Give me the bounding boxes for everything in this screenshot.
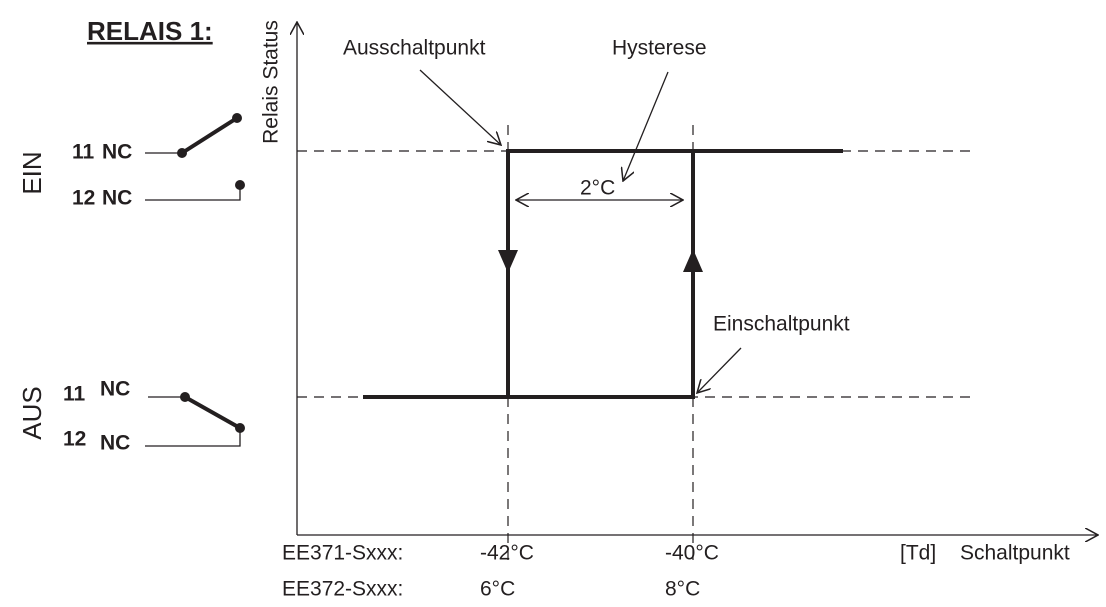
contact-type: NC — [102, 187, 132, 210]
switch-open — [145, 392, 245, 447]
contact-number: 12 — [72, 187, 95, 210]
annotation: Ausschaltpunkt — [343, 37, 486, 60]
annotation: Hysterese — [612, 37, 707, 60]
model-name: EE372-Sxxx: — [282, 578, 403, 601]
model-name: EE371-Sxxx: — [282, 542, 403, 565]
contact-type: NC — [100, 378, 130, 401]
contact-number: 12 — [63, 428, 86, 451]
hysteresis-loop — [363, 149, 843, 399]
x-axis-unit: [Td] — [900, 542, 936, 565]
switch-closed — [145, 113, 245, 201]
x-axis-label: Schaltpunkt — [960, 542, 1070, 565]
contact-type: NC — [100, 432, 130, 455]
on-value: 8°C — [665, 578, 700, 601]
contact-number: 11 — [72, 141, 95, 164]
annotation: Einschaltpunkt — [713, 313, 850, 336]
state-label: EIN — [17, 151, 47, 194]
off-value: 6°C — [480, 578, 515, 601]
pointer — [419, 69, 501, 145]
title: RELAIS 1: — [87, 16, 213, 46]
state-label: AUS — [17, 386, 47, 439]
contact-number: 11 — [63, 383, 86, 406]
y-axis-label: Relais Status — [260, 20, 283, 144]
off-value: -42°C — [480, 542, 534, 565]
pointer — [623, 71, 669, 181]
hysteresis-value: 2°C — [580, 177, 615, 200]
on-value: -40°C — [665, 542, 719, 565]
contact-type: NC — [102, 141, 132, 164]
pointer — [697, 347, 742, 393]
